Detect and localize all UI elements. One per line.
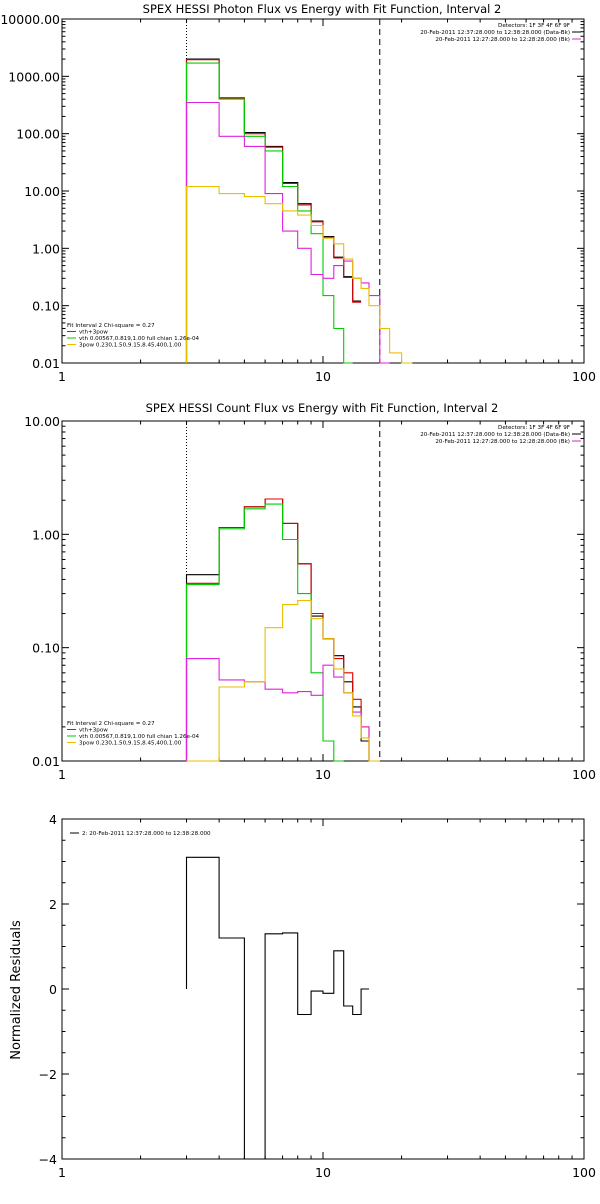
- residuals-y-axis-label: Normalized Residuals: [9, 920, 24, 1060]
- y-tick-label: 0: [49, 982, 57, 997]
- legend-bottom-left-entry: vth 0.00567,0.819,1.00 full chian 1.26e-…: [79, 734, 200, 740]
- x-tick-label: 10: [315, 369, 331, 384]
- y-tick-label: 1000.00: [8, 69, 60, 84]
- legend-top-right-entry: 20-Feb-2011 12:37:28.000 to 12:38:28.000…: [420, 432, 570, 438]
- spectrum-histogram-series: [185, 503, 344, 762]
- legend-top-right-entry: 20-Feb-2011 12:27:28.000 to 12:28:28.000…: [435, 37, 570, 43]
- count-chart-title: SPEX HESSI Count Flux vs Energy with Fit…: [146, 401, 499, 415]
- legend-bottom-left-entry: vth+3pow: [79, 330, 108, 336]
- spectrum-histogram-series: [185, 62, 353, 364]
- y-tick-label: 0.10: [32, 641, 60, 656]
- spectrum-histogram-series: [185, 59, 362, 363]
- residuals-panel: Normalized Residuals 1 10 100 −4 −2 0 2 4 2: 20-…: [9, 812, 596, 1180]
- legend-top-right-entry: 20-Feb-2011 12:27:28.000 to 12:28:28.000…: [435, 439, 570, 445]
- y-tick-label: 10.00: [24, 184, 60, 199]
- y-tick-label: −4: [39, 1152, 57, 1167]
- legend-top-right-entry: Detectors: 1F 3F 4F 6F 9F: [498, 23, 570, 29]
- legend-top-left-entry: 2: 20-Feb-2011 12:37:28.000 to 12:38:28.…: [82, 831, 211, 837]
- y-tick-label: 0.01: [32, 356, 60, 371]
- count-flux-panel: SPEX HESSI Count Flux vs Energy with Fit…: [24, 401, 596, 782]
- legend-bottom-left-entry: Fit Interval 2 Chi-square = 0.27: [67, 721, 155, 727]
- y-tick-label: 0.01: [32, 754, 60, 769]
- spectrum-histogram-series: [186, 600, 380, 762]
- legend-bottom-left-entry: Fit Interval 2 Chi-square = 0.27: [67, 323, 155, 329]
- y-tick-label: 10000.00: [0, 12, 60, 27]
- legend-bottom-left-entry: vth+3pow: [79, 728, 108, 734]
- spectrum-histogram-series: [185, 185, 413, 364]
- legend-bottom-left-entry: 3pow 0.230,1.50,9.15,8.45,400,1.00: [79, 741, 182, 747]
- y-tick-label: 1.00: [32, 527, 60, 542]
- photon-flux-panel: SPEX HESSI Photon Flux vs Energy with Fi…: [0, 2, 596, 384]
- y-tick-label: 10.00: [24, 414, 60, 429]
- photon-chart-title: SPEX HESSI Photon Flux vs Energy with Fi…: [143, 2, 502, 16]
- spectrum-histogram-series: [185, 101, 390, 364]
- x-tick-label: 1: [58, 1165, 66, 1180]
- legend-top-right-entry: 20-Feb-2011 12:37:28.000 to 12:38:28.000…: [420, 30, 570, 36]
- spectrum-histogram-series: [185, 58, 362, 363]
- x-tick-label: 10: [315, 767, 331, 782]
- y-tick-label: −2: [39, 1067, 57, 1082]
- y-tick-label: 2: [49, 897, 57, 912]
- residuals-plot-frame: [61, 818, 585, 1160]
- spectrum-histogram-series: [185, 658, 380, 762]
- spectrum-histogram-series: [185, 856, 369, 1160]
- photon-plot-frame: [61, 18, 585, 364]
- x-tick-label: 10: [315, 1165, 331, 1180]
- y-tick-label: 100.00: [16, 127, 60, 142]
- legend-bottom-left-entry: vth 0.00567,0.819,1.00 full chian 1.26e-…: [79, 336, 200, 342]
- x-tick-label: 1: [58, 767, 66, 782]
- legend-bottom-left-entry: 3pow 0.230,1.50,9.15,8.45,400,1.00: [79, 343, 182, 349]
- y-tick-label: 0.10: [32, 299, 60, 314]
- x-tick-label: 100: [572, 1165, 596, 1180]
- legend-top-right-entry: Detectors: 1F 3F 4F 6F 9F: [498, 425, 570, 431]
- y-tick-label: 4: [49, 812, 57, 827]
- x-tick-label: 100: [572, 369, 596, 384]
- x-tick-label: 100: [572, 767, 596, 782]
- x-tick-label: 1: [58, 369, 66, 384]
- y-tick-label: 1.00: [32, 241, 60, 256]
